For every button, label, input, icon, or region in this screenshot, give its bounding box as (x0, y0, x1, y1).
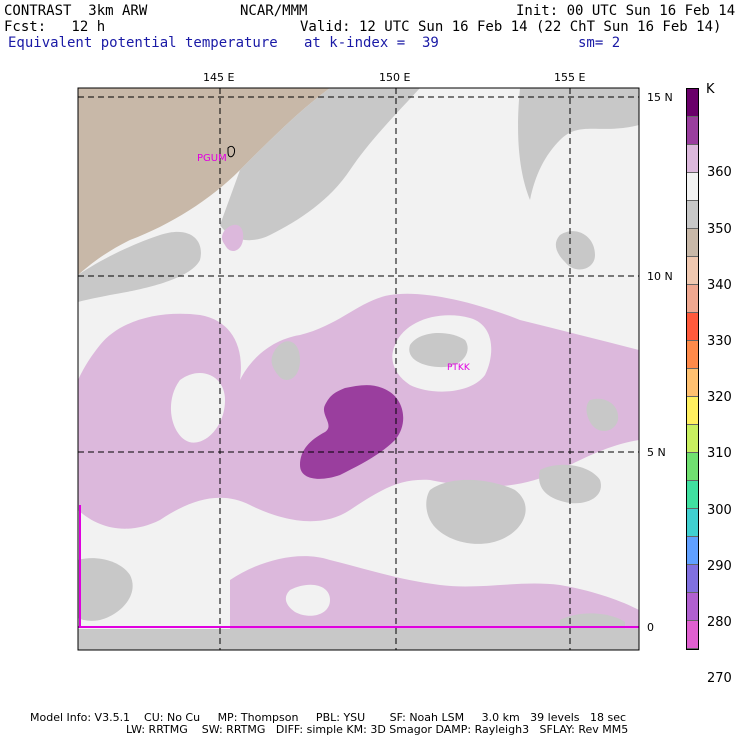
colorbar-swatch (687, 173, 698, 201)
shading-grey-mid (271, 341, 300, 380)
field-name: Equivalent potential temperature (8, 35, 278, 51)
shading-tan-nw (78, 88, 330, 275)
colorbar-swatch (687, 537, 698, 565)
shading-grey-s (560, 613, 625, 630)
colorbar-swatch (687, 397, 698, 425)
station-ptkk: PTKK (447, 363, 471, 373)
colorbar-swatch (687, 285, 698, 313)
lon-label-150: 150 E (379, 71, 411, 84)
shading-grey-ne (518, 88, 639, 200)
model-title: CONTRAST 3km ARW (4, 3, 148, 19)
shading-light-purple-south (230, 556, 639, 630)
guam-coastline (227, 145, 235, 158)
shading-grey-bottom (78, 629, 639, 650)
shading-grey-west (78, 231, 201, 302)
colorbar-swatch (687, 229, 698, 257)
colorbar-swatch (687, 257, 698, 285)
colorbar-unit: K (706, 82, 715, 97)
shading-purple-core (300, 385, 404, 479)
colorbar-swatch (687, 593, 698, 621)
shading-grey-ptkk (409, 333, 468, 368)
shading-grey-north (220, 88, 420, 241)
colorbar-swatch (687, 621, 698, 649)
init-time: Init: 00 UTC Sun 16 Feb 14 (516, 3, 736, 19)
colorbar-swatch (687, 201, 698, 229)
forecast-hour: Fcst: 12 h (4, 19, 106, 35)
shading-grey-ne-patch (555, 231, 595, 270)
lat-label-15n: 15 N (647, 91, 673, 104)
station-pgum: PGUM (197, 153, 227, 164)
shading-grey-sw (78, 558, 133, 621)
colorbar-swatch (687, 341, 698, 369)
colorbar-label: 350 (707, 221, 732, 237)
colorbar-label: 280 (707, 614, 732, 630)
shading-purple-spot-nw (222, 224, 244, 252)
graticule (78, 88, 639, 650)
colorbar-label: 290 (707, 558, 732, 574)
lon-label-155: 155 E (554, 71, 586, 84)
colorbar-swatch (687, 145, 698, 173)
shading-grey-e (586, 398, 619, 432)
colorbar-swatch (687, 565, 698, 593)
colorbar-swatch (687, 453, 698, 481)
hole-white-west (170, 372, 225, 443)
colorbar-swatch (687, 425, 698, 453)
hole-white-south (285, 584, 330, 616)
valid-time: Valid: 12 UTC Sun 16 Feb 14 (22 ChT Sun … (300, 19, 722, 35)
colorbar-label: 310 (707, 446, 732, 462)
model-info-line1: Model Info: V3.5.1 CU: No Cu MP: Thompso… (30, 711, 627, 724)
colorbar-label: 360 (707, 165, 732, 181)
colorbar-label: 340 (707, 277, 732, 293)
smoothing-label: sm= 2 (578, 35, 621, 51)
colorbar-swatch (687, 117, 698, 145)
colorbar-label: 270 (707, 671, 732, 687)
colorbar (686, 88, 699, 650)
colorbar-swatch (687, 313, 698, 341)
colorbar-swatch (687, 369, 698, 397)
org-label: NCAR/MMM (240, 3, 308, 19)
model-info-line2: LW: RRTMG SW: RRTMG DIFF: simple KM: 3D … (126, 723, 629, 736)
colorbar-label: 320 (707, 390, 732, 406)
lat-label-5n: 5 N (647, 446, 666, 459)
lat-label-0: 0 (647, 621, 654, 634)
lon-label-145: 145 E (203, 71, 235, 84)
shading-grey-se-1 (426, 479, 526, 544)
shading-grey-se-2 (539, 464, 601, 504)
level-label: at k-index = 39 (304, 35, 439, 51)
colorbar-swatch (687, 89, 698, 117)
colorbar-swatch (687, 481, 698, 509)
lat-label-10n: 10 N (647, 270, 673, 283)
colorbar-label: 300 (707, 502, 732, 518)
colorbar-label: 330 (707, 333, 732, 349)
map-frame (77, 87, 640, 651)
colorbar-swatch (687, 509, 698, 537)
